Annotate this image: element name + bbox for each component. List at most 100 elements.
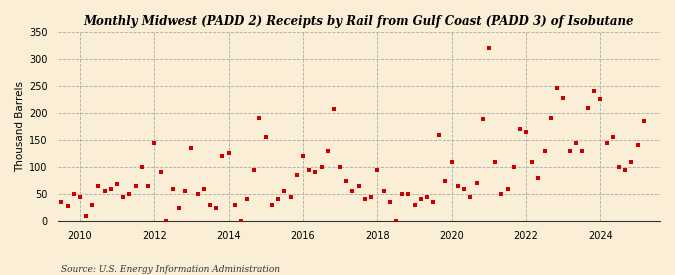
Point	[279, 189, 290, 194]
Point	[583, 105, 593, 110]
Point	[62, 204, 73, 208]
Point	[508, 165, 519, 169]
Point	[490, 160, 501, 164]
Point	[105, 186, 116, 191]
Point	[93, 184, 104, 188]
Point	[198, 186, 209, 191]
Point	[167, 186, 178, 191]
Point	[329, 106, 340, 111]
Point	[56, 200, 67, 204]
Point	[86, 203, 97, 207]
Point	[434, 132, 445, 137]
Y-axis label: Thousand Barrels: Thousand Barrels	[15, 81, 25, 172]
Point	[148, 141, 159, 145]
Point	[360, 197, 371, 202]
Point	[273, 197, 284, 202]
Point	[180, 189, 190, 194]
Point	[136, 165, 147, 169]
Point	[316, 165, 327, 169]
Point	[564, 148, 575, 153]
Point	[74, 194, 85, 199]
Point	[248, 167, 259, 172]
Point	[173, 205, 184, 210]
Point	[286, 194, 296, 199]
Point	[304, 167, 315, 172]
Point	[254, 116, 265, 120]
Point	[403, 192, 414, 196]
Point	[192, 192, 203, 196]
Point	[520, 130, 531, 134]
Point	[211, 205, 221, 210]
Point	[261, 135, 271, 139]
Point	[124, 192, 135, 196]
Point	[68, 192, 79, 196]
Point	[391, 219, 402, 223]
Point	[49, 193, 60, 197]
Point	[409, 203, 420, 207]
Point	[514, 127, 525, 131]
Point	[186, 146, 197, 150]
Point	[310, 170, 321, 175]
Point	[545, 116, 556, 120]
Point	[428, 200, 439, 204]
Point	[347, 189, 358, 194]
Point	[205, 203, 215, 207]
Point	[416, 197, 427, 202]
Point	[595, 97, 606, 102]
Point	[421, 194, 432, 199]
Point	[601, 141, 612, 145]
Point	[130, 184, 141, 188]
Point	[217, 154, 227, 158]
Point	[161, 219, 172, 223]
Point	[453, 184, 464, 188]
Point	[323, 148, 333, 153]
Point	[465, 194, 476, 199]
Point	[118, 194, 129, 199]
Point	[335, 165, 346, 169]
Point	[236, 219, 246, 223]
Point	[570, 141, 581, 145]
Point	[477, 117, 488, 122]
Point	[533, 176, 544, 180]
Point	[483, 46, 494, 50]
Point	[366, 194, 377, 199]
Point	[639, 118, 649, 123]
Point	[155, 170, 166, 175]
Point	[298, 154, 308, 158]
Point	[626, 160, 637, 164]
Point	[267, 203, 277, 207]
Point	[81, 213, 92, 218]
Point	[614, 165, 624, 169]
Point	[551, 86, 562, 90]
Text: Source: U.S. Energy Information Administration: Source: U.S. Energy Information Administ…	[61, 265, 279, 274]
Point	[384, 200, 395, 204]
Point	[539, 148, 550, 153]
Point	[341, 178, 352, 183]
Point	[576, 148, 587, 153]
Point	[608, 135, 618, 139]
Point	[291, 173, 302, 177]
Point	[589, 89, 599, 94]
Point	[397, 192, 408, 196]
Point	[99, 189, 110, 194]
Point	[471, 181, 482, 185]
Point	[142, 184, 153, 188]
Point	[502, 186, 513, 191]
Point	[353, 184, 364, 188]
Point	[620, 167, 631, 172]
Point	[632, 143, 643, 148]
Title: Monthly Midwest (PADD 2) Receipts by Rail from Gulf Coast (PADD 3) of Isobutane: Monthly Midwest (PADD 2) Receipts by Rai…	[84, 15, 634, 28]
Point	[446, 160, 457, 164]
Point	[527, 160, 538, 164]
Point	[440, 178, 451, 183]
Point	[496, 192, 507, 196]
Point	[378, 189, 389, 194]
Point	[372, 167, 383, 172]
Point	[558, 96, 569, 100]
Point	[44, 203, 55, 207]
Point	[223, 151, 234, 156]
Point	[458, 186, 469, 191]
Point	[111, 182, 122, 186]
Point	[230, 203, 240, 207]
Point	[242, 197, 252, 202]
